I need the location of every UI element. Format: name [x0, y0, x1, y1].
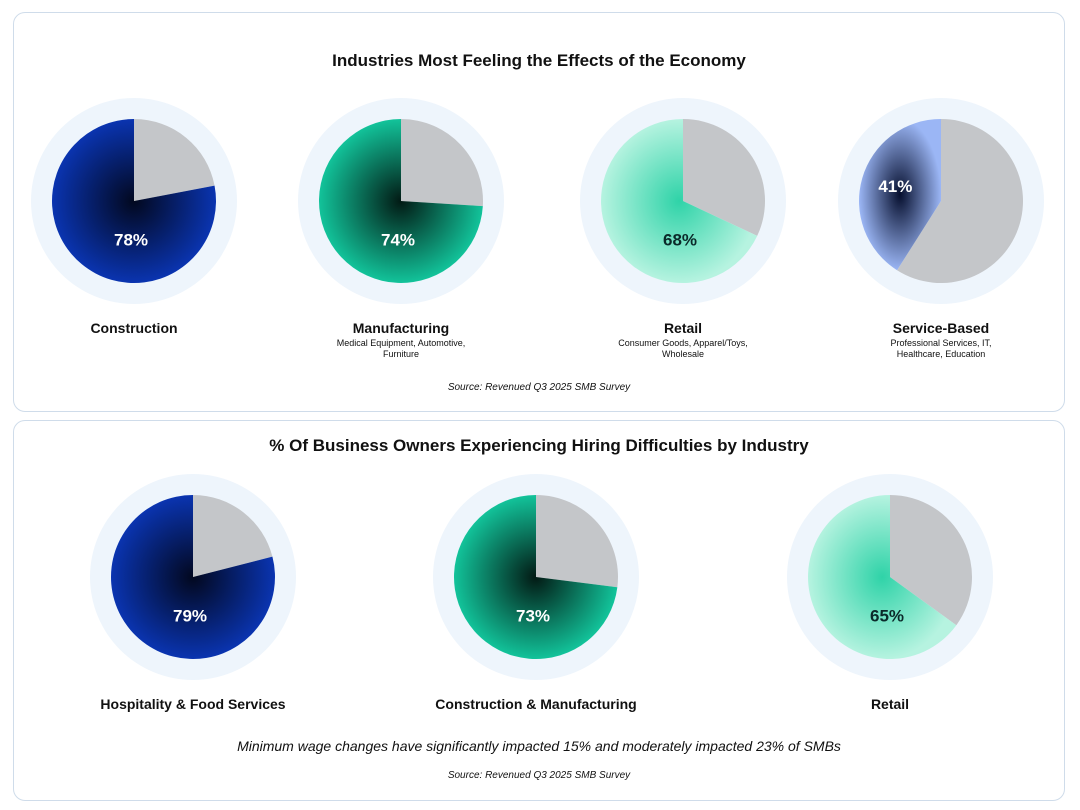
pie-slice-value	[319, 119, 483, 283]
pie-value-label: 78%	[114, 230, 148, 249]
pie-chart: 78%	[31, 98, 237, 304]
pie-label: Service-Based	[892, 320, 990, 336]
pie-value-label: 79%	[173, 606, 207, 625]
pie-chart: 41%	[838, 98, 1044, 304]
pie-slice-value	[52, 119, 217, 283]
pie-hospitality: 79% Hospitality & Food Services	[88, 472, 298, 712]
footnote: Minimum wage changes have significantly …	[237, 738, 841, 754]
chart-title: % Of Business Owners Experiencing Hiring…	[269, 436, 809, 455]
pie-slice-remainder	[134, 119, 215, 201]
pie-slice-value	[859, 119, 941, 271]
pie-slice-value	[601, 119, 758, 283]
pie-label: Retail	[870, 696, 910, 712]
pie-construction: 78% Construction	[29, 96, 239, 336]
chart-title: Industries Most Feeling the Effects of t…	[332, 51, 746, 70]
pie-retail: 65% Retail	[785, 472, 995, 712]
pie-sublabel: Medical Equipment, Automotive, Furniture	[336, 338, 466, 359]
pie-label: Retail	[663, 320, 703, 336]
pie-slice-remainder	[683, 119, 766, 236]
pie-retail: 68% Retail Consumer Goods, Apparel/Toys,…	[578, 96, 788, 360]
pie-label: Construction & Manufacturing	[435, 696, 637, 712]
pie-chart: 79%	[90, 474, 296, 680]
pie-chart: 74%	[298, 98, 504, 304]
pie-chart: 68%	[580, 98, 786, 304]
pie-sublabel: Consumer Goods, Apparel/Toys, Wholesale	[618, 338, 748, 359]
pie-chart: 73%	[433, 474, 639, 680]
pie-slice-remainder	[897, 119, 1024, 283]
pie-value-label: 73%	[516, 606, 550, 625]
pie-value-label: 74%	[381, 230, 415, 249]
pie-manufacturing: 74% Manufacturing Medical Equipment, Aut…	[296, 96, 506, 360]
pie-label: Construction	[90, 320, 178, 336]
pie-value-label: 41%	[878, 177, 912, 196]
pie-service-based: 41% Service-Based Professional Services,…	[836, 96, 1046, 360]
hiring-difficulties-panel: % Of Business Owners Experiencing Hiring…	[13, 420, 1065, 801]
pie-sublabel: Professional Services, IT, Healthcare, E…	[890, 338, 992, 359]
pie-label: Manufacturing	[352, 320, 450, 336]
source-note: Source: Revenued Q3 2025 SMB Survey	[447, 770, 631, 781]
pie-value-label: 65%	[870, 606, 904, 625]
pie-chart: 65%	[787, 474, 993, 680]
pie-slice-value	[453, 495, 618, 659]
pie-slice-value	[110, 495, 275, 659]
pie-slice-remainder	[193, 495, 273, 577]
pie-value-label: 68%	[663, 230, 697, 249]
pie-slice-remainder	[890, 495, 973, 626]
pie-construction-manufacturing: 73% Construction & Manufacturing	[431, 472, 641, 712]
economy-effects-panel: Industries Most Feeling the Effects of t…	[13, 12, 1065, 412]
pie-slice-remainder	[401, 119, 484, 207]
source-note: Source: Revenued Q3 2025 SMB Survey	[447, 382, 631, 393]
pie-slice-remainder	[536, 495, 618, 588]
pie-label: Hospitality & Food Services	[100, 696, 286, 712]
pie-slice-value	[808, 495, 957, 659]
